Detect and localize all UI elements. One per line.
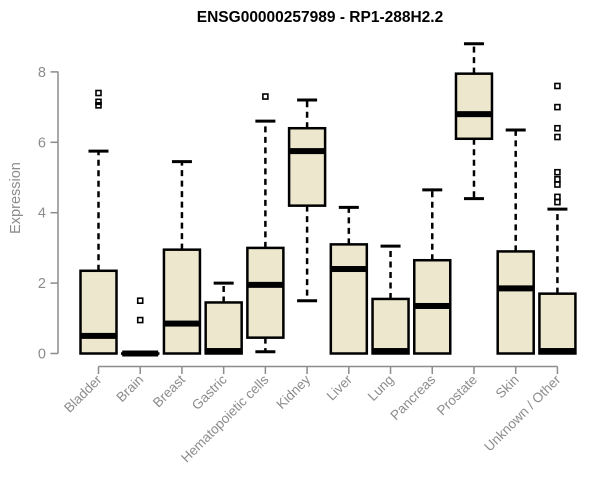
outlier-point [95,89,102,97]
outlier-point [554,124,561,132]
chart-title: ENSG00000257989 - RP1-288H2.2 [197,9,443,26]
x-tick-label: Breast [150,372,188,410]
outlier-point [95,102,102,109]
box-breast [162,248,202,355]
outlier-point [554,133,561,141]
x-tick-label: Gastric [189,372,230,413]
outlier-point [554,181,561,188]
y-tick-label: 4 [38,206,46,222]
median-line [205,348,242,355]
x-tick-label: Unknown / Other [481,372,564,455]
median-line [247,281,284,288]
box-kidney [287,126,327,207]
outlier-point [262,93,269,100]
x-tick-label: Prostate [434,372,480,418]
outlier-point [554,193,561,201]
outlier-point [554,175,561,183]
outlier-point [136,297,144,305]
median-line [330,266,367,273]
outlier-point [136,316,144,324]
median-line [163,320,200,327]
y-tick-label: 2 [38,276,46,292]
x-tick-label: Liver [324,372,356,404]
outlier-point [554,103,561,111]
x-tick-label: Pancreas [387,372,438,423]
median-line [289,148,326,155]
x-tick-label: Bladder [61,372,105,416]
outlier-point [554,168,561,176]
x-tick-label: Kidney [273,372,313,412]
y-tick-label: 0 [38,347,46,363]
y-axis-title: Expression [8,162,24,234]
median-line [414,302,451,309]
x-tick-label: Skin [493,372,522,401]
box-unknown-other [538,292,577,355]
box-hematopoietic-cells [246,246,285,339]
box-bladder [79,269,118,355]
box-prostate [454,72,494,141]
outlier-point [554,82,561,90]
x-tick-label: Brain [113,372,146,405]
outlier-point [95,98,102,106]
median-line [539,348,576,355]
box-lung [371,297,410,355]
median-line [497,285,534,292]
median-line [372,348,409,355]
median-line [455,111,492,118]
outlier-point [554,198,561,206]
y-tick-label: 8 [38,65,46,81]
box-liver [329,243,369,355]
y-tick-label: 6 [38,135,46,151]
x-tick-label: Lung [365,372,397,404]
median-line [122,350,159,357]
box-gastric [204,301,243,355]
box-skin [496,250,535,355]
median-line [80,332,117,339]
